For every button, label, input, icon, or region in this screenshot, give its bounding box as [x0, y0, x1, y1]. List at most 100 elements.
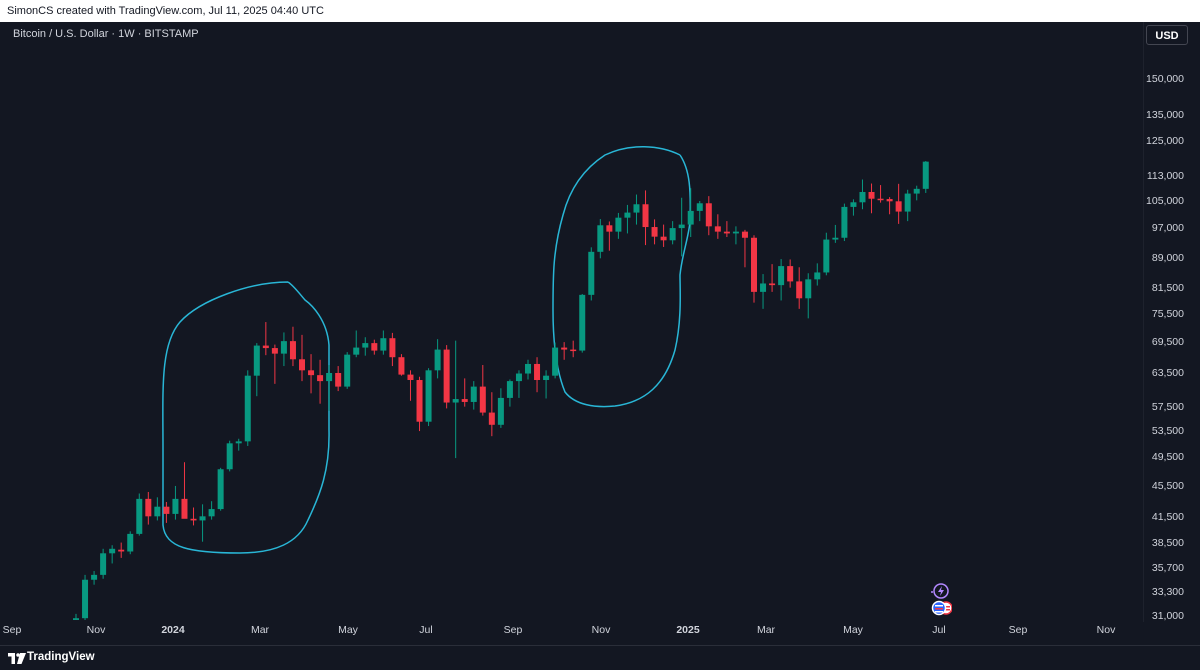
- price-tick-label: 89,000: [1151, 251, 1184, 264]
- candle-body: [723, 231, 730, 234]
- candle: [100, 548, 107, 579]
- candle: [190, 507, 197, 526]
- annotation-layer[interactable]: [162, 146, 692, 554]
- candle: [208, 501, 215, 520]
- candle-body: [525, 363, 531, 374]
- candle-body: [769, 283, 776, 286]
- time-tick-label: Jul: [932, 624, 946, 636]
- candle: [751, 235, 757, 303]
- annotation-ellipse-2[interactable]: [552, 146, 692, 408]
- economic-events-icon[interactable]: [928, 582, 952, 618]
- candle-body: [705, 203, 712, 227]
- candle-body: [895, 201, 902, 212]
- price-tick-label: 35,700: [1151, 562, 1184, 575]
- lightning-event-icon[interactable]: [931, 583, 949, 599]
- candle: [606, 221, 613, 251]
- candle-body: [82, 579, 89, 619]
- candle-body: [344, 354, 351, 387]
- candle: [696, 200, 703, 222]
- candle-body: [253, 345, 260, 376]
- candle: [407, 370, 414, 401]
- candle-body: [868, 191, 875, 199]
- tradingview-brand[interactable]: TradingView: [27, 651, 95, 663]
- candle: [389, 332, 396, 367]
- candle-body: [452, 399, 459, 403]
- time-tick-label: Mar: [250, 624, 270, 636]
- candle: [850, 199, 857, 216]
- candle: [515, 370, 522, 398]
- candle: [805, 273, 812, 319]
- candle-body: [534, 363, 541, 381]
- candle-body: [443, 349, 450, 403]
- candle-body: [289, 341, 296, 360]
- price-tick-label: 69,500: [1151, 336, 1184, 349]
- candle-body: [823, 239, 830, 273]
- annotation-ellipse-1[interactable]: [162, 281, 330, 554]
- currency-button[interactable]: USD: [1146, 25, 1188, 45]
- candles-layer: [73, 161, 929, 620]
- candle: [787, 259, 794, 288]
- candle: [109, 545, 116, 564]
- candle: [362, 337, 369, 356]
- candle-body: [561, 347, 568, 350]
- candle: [299, 334, 305, 382]
- candle: [543, 370, 550, 399]
- candle-body: [904, 193, 911, 212]
- candle: [859, 179, 866, 210]
- candle: [588, 247, 595, 301]
- candle-body: [118, 549, 125, 552]
- candle: [678, 197, 685, 257]
- candle-body: [217, 469, 224, 510]
- candle: [705, 196, 712, 236]
- candle: [452, 340, 459, 459]
- candle: [570, 340, 577, 358]
- candle-body: [280, 341, 287, 354]
- candle: [895, 183, 902, 224]
- candle: [326, 365, 333, 411]
- candle-body: [73, 618, 79, 620]
- candle-body: [335, 373, 342, 387]
- price-scale-divider: [1143, 22, 1144, 622]
- us-flag-event-icon[interactable]: [931, 600, 953, 616]
- candle-body: [271, 348, 278, 354]
- candle: [877, 185, 884, 203]
- candle-body: [317, 375, 324, 382]
- candle: [488, 392, 495, 437]
- candle: [253, 343, 260, 397]
- candle: [443, 345, 450, 409]
- tradingview-logo-icon[interactable]: [8, 653, 26, 664]
- candle: [335, 366, 342, 392]
- chart-pane[interactable]: [8, 22, 1143, 622]
- candle: [308, 354, 315, 394]
- candle-body: [687, 210, 694, 225]
- candle-body: [913, 188, 920, 194]
- candle: [823, 232, 830, 276]
- candle: [778, 259, 785, 301]
- candle: [91, 571, 98, 585]
- candle-body: [624, 212, 631, 218]
- candle-body: [850, 202, 857, 207]
- candle: [82, 574, 89, 620]
- price-tick-label: 150,000: [1146, 73, 1184, 85]
- price-tick-label: 45,500: [1151, 479, 1184, 492]
- candle: [163, 501, 170, 523]
- candle-body: [353, 347, 360, 355]
- candle: [127, 531, 134, 555]
- price-tick-label: 135,000: [1146, 109, 1184, 122]
- time-tick-label: Nov: [86, 624, 106, 636]
- candle-body: [805, 279, 812, 299]
- candle: [561, 342, 568, 360]
- candle-body: [696, 203, 703, 211]
- price-tick-label: 81,500: [1151, 281, 1184, 294]
- candle-body: [226, 443, 233, 470]
- candle: [244, 370, 251, 446]
- candle: [73, 613, 79, 620]
- candle: [552, 342, 559, 379]
- candle-body: [588, 251, 595, 295]
- candle: [289, 326, 296, 367]
- symbol-title[interactable]: Bitcoin / U.S. Dollar · 1W · BITSTAMP: [13, 28, 199, 40]
- candle-body: [787, 266, 794, 282]
- candle: [280, 332, 287, 367]
- candle-body: [660, 236, 667, 241]
